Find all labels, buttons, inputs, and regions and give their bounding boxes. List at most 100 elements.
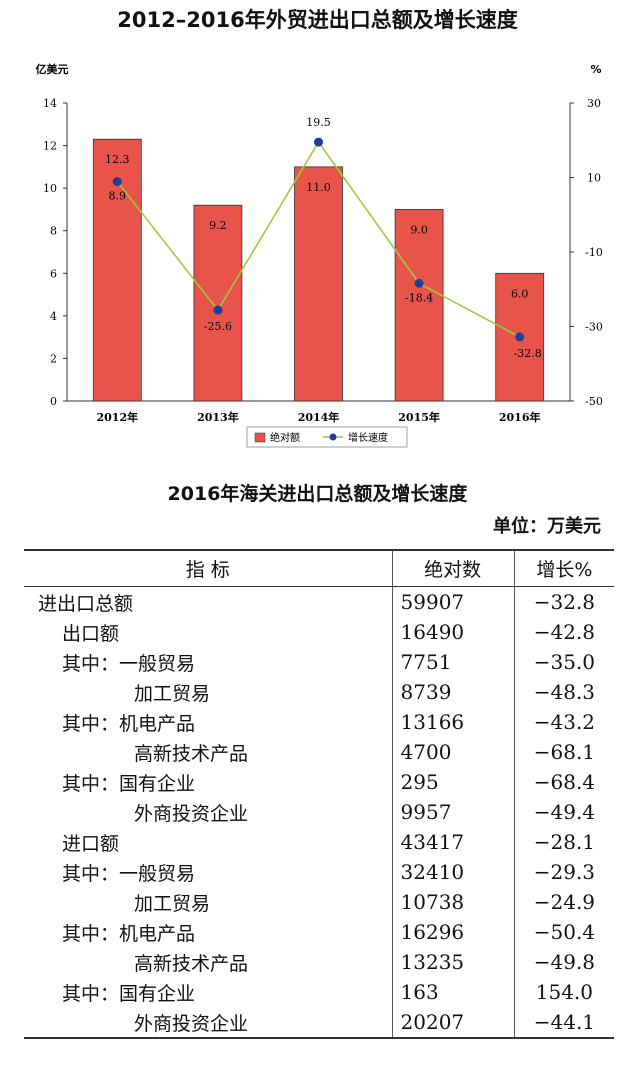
header-indicator: 指 标 — [24, 549, 393, 587]
row-value: 16296 — [391, 917, 515, 947]
row-label: 出口额 — [62, 622, 120, 645]
row-label: 其中：国有企业 — [62, 982, 196, 1005]
bar-value-label: 11.0 — [306, 181, 331, 194]
table-row: 其中：国有企业 163 154.0 — [24, 977, 614, 1007]
row-value: 295 — [391, 767, 515, 797]
y-left-tick-label: 14 — [43, 97, 57, 110]
table-row: 其中：一般贸易 7751 −35.0 — [24, 647, 614, 677]
row-growth: 154.0 — [513, 977, 614, 1007]
row-growth: −50.4 — [513, 917, 614, 947]
row-label: 其中：机电产品 — [62, 712, 196, 735]
table-row: 进口额 43417 −28.1 — [24, 827, 614, 857]
chart-title: 2012–2016年外贸进出口总额及增长速度 — [117, 8, 518, 32]
table-row: 进出口总额 59907 −32.8 — [24, 586, 614, 617]
row-growth: −48.3 — [513, 677, 614, 707]
header-absolute: 绝对数 — [391, 549, 515, 587]
row-label: 其中：国有企业 — [62, 772, 196, 795]
row-value: 4700 — [391, 737, 515, 767]
bar-value-label: 12.3 — [105, 153, 130, 166]
table-row: 加工贸易 8739 −48.3 — [24, 677, 614, 707]
legend-bar-label: 绝对额 — [270, 431, 300, 444]
table-header-row: 指 标 绝对数 增长% — [24, 549, 614, 587]
bar-value-label: 9.0 — [410, 223, 428, 236]
row-growth: −49.8 — [513, 947, 614, 977]
row-growth: −28.1 — [513, 827, 614, 857]
row-label: 其中：一般贸易 — [62, 862, 196, 885]
row-growth: −24.9 — [513, 887, 614, 917]
table-row: 高新技术产品 4700 −68.1 — [24, 737, 614, 767]
unit-label: 单位：万美元 — [493, 516, 601, 537]
growth-value-label: -18.4 — [405, 291, 433, 304]
row-growth: −35.0 — [513, 647, 614, 677]
row-label: 加工贸易 — [134, 892, 211, 915]
bar-value-label: 6.0 — [511, 287, 529, 300]
row-value: 7751 — [391, 647, 515, 677]
table-row: 外商投资企业 9957 −49.4 — [24, 797, 614, 827]
row-value: 8739 — [391, 677, 515, 707]
y-left-tick-label: 4 — [50, 310, 57, 323]
table-title: 2016年海关进出口总额及增长速度 — [167, 483, 468, 505]
row-growth: −44.1 — [513, 1007, 614, 1039]
trade-chart: 亿美元 % 0 2 4 6 8 10 12 14 30 10 -10 -30 -50 12.3 9.2 11.0 9… — [36, 62, 603, 448]
row-label: 高新技术产品 — [134, 952, 249, 975]
row-value: 43417 — [391, 827, 515, 857]
y-left-tick-label: 6 — [50, 267, 57, 280]
x-tick-label: 2016年 — [499, 410, 541, 424]
row-value: 13235 — [391, 947, 515, 977]
row-value: 13166 — [391, 707, 515, 737]
legend-line-marker — [329, 433, 337, 441]
growth-point — [112, 177, 122, 187]
bar — [193, 204, 243, 402]
bar — [294, 166, 343, 402]
growth-point — [414, 278, 424, 288]
growth-point — [515, 332, 525, 342]
header-growth: 增长% — [513, 549, 614, 587]
growth-value-label: 19.5 — [306, 116, 331, 129]
y-right-unit: % — [590, 63, 601, 76]
row-value: 32410 — [391, 857, 515, 887]
row-growth: −29.3 — [513, 857, 614, 887]
y-right-tick-label: -10 — [585, 246, 603, 259]
table-row: 出口额 16490 −42.8 — [24, 617, 614, 647]
row-label: 外商投资企业 — [134, 802, 249, 825]
legend-bar-swatch — [254, 432, 266, 443]
row-label: 加工贸易 — [134, 682, 211, 705]
table-row: 加工贸易 10738 −24.9 — [24, 887, 614, 917]
table-body: 进出口总额 59907 −32.8 出口额 16490 −42.8 其中：一般贸易 7751−… — [24, 586, 614, 1039]
bar — [394, 209, 444, 402]
y-left-tick-label: 2 — [50, 352, 57, 365]
row-value: 16490 — [391, 617, 515, 647]
table-row: 其中：国有企业 295 −68.4 — [24, 767, 614, 797]
y-left-tick-label: 8 — [50, 225, 57, 238]
row-growth: −49.4 — [513, 797, 614, 827]
table-row: 其中：机电产品 16296 −50.4 — [24, 917, 614, 947]
y-left-unit: 亿美元 — [36, 62, 69, 76]
row-growth: −68.1 — [513, 737, 614, 767]
y-left-tick-label: 0 — [50, 395, 57, 408]
growth-value-label: -32.8 — [514, 347, 542, 360]
y-right-tick-label: -50 — [585, 395, 603, 408]
row-label: 其中：机电产品 — [62, 922, 196, 945]
row-growth: −43.2 — [513, 707, 614, 737]
bar-value-label: 9.2 — [209, 219, 227, 232]
row-label: 进出口总额 — [38, 592, 134, 615]
growth-point — [314, 137, 323, 147]
growth-value-label: -25.6 — [204, 320, 232, 333]
y-right-tick-label: 10 — [587, 172, 601, 185]
table-row: 其中：一般贸易 32410 −29.3 — [24, 857, 614, 887]
y-right-tick-label: -30 — [585, 321, 603, 334]
x-tick-label: 2013年 — [197, 410, 239, 424]
customs-table: 指 标 绝对数 增长% 进出口总额 59907 −32.8 出口额 16490 −42.8… — [24, 549, 614, 1039]
row-growth: −42.8 — [513, 617, 614, 647]
x-tick-label: 2015年 — [398, 410, 440, 424]
row-label: 进口额 — [62, 832, 120, 855]
row-value: 10738 — [391, 887, 515, 917]
row-growth: −32.8 — [513, 586, 614, 617]
y-left-tick-label: 10 — [43, 182, 57, 195]
row-label: 高新技术产品 — [134, 742, 249, 765]
growth-point — [213, 305, 223, 315]
row-growth: −68.4 — [513, 767, 614, 797]
row-label: 其中：一般贸易 — [62, 652, 196, 675]
y-left-tick-label: 12 — [43, 140, 57, 153]
table-row: 高新技术产品 13235 −49.8 — [24, 947, 614, 977]
